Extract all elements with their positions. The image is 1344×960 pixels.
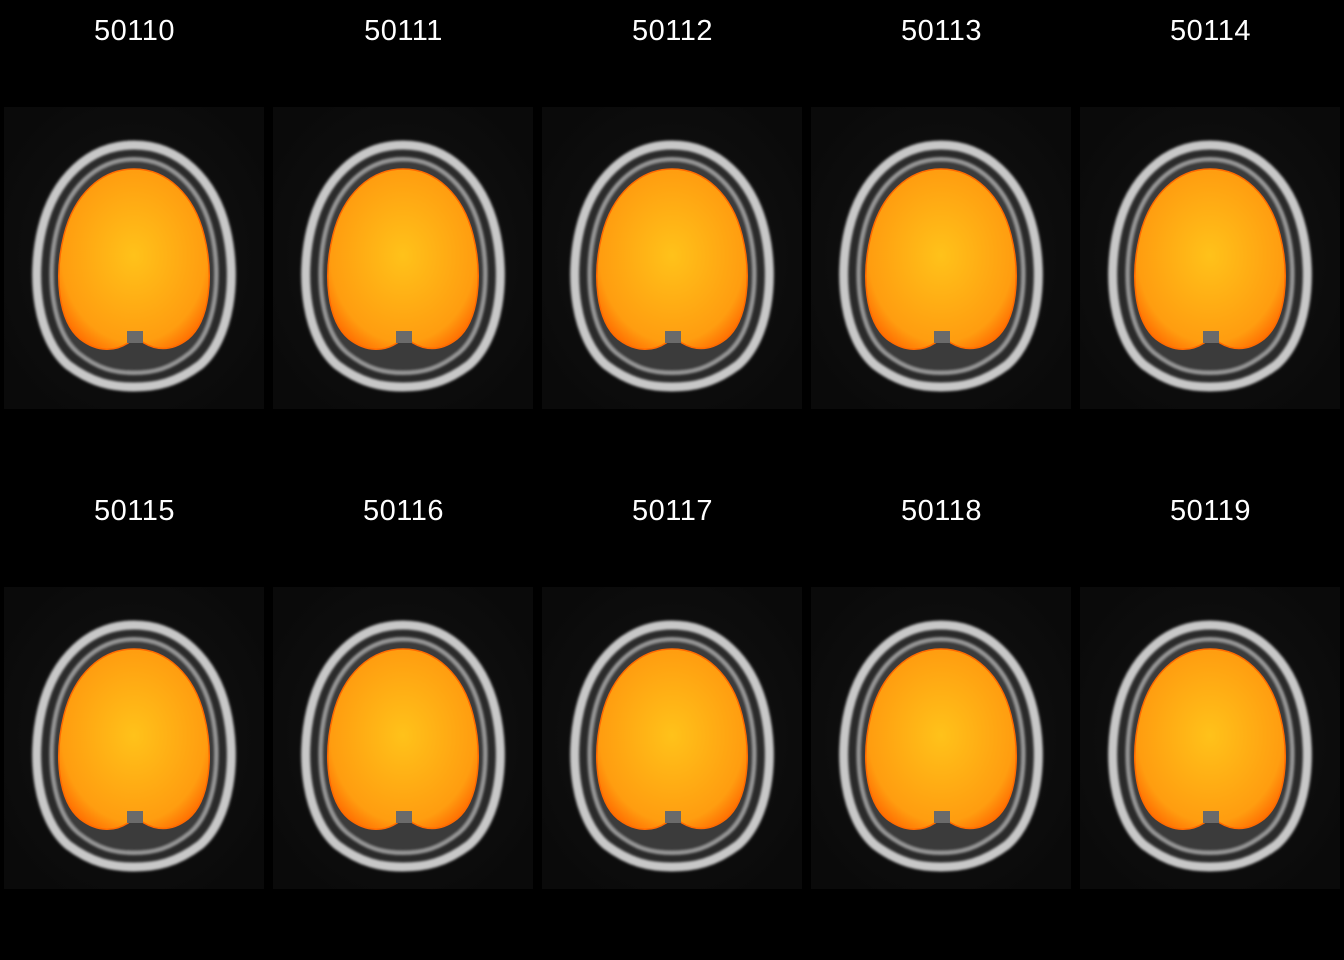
subject-label: 50114	[1170, 15, 1251, 47]
subject-label: 50119	[1170, 495, 1251, 527]
brain-slice-image	[811, 587, 1071, 889]
brain-slice-image	[1080, 587, 1340, 889]
brain-slice-image	[4, 587, 264, 889]
subject-label: 50118	[901, 495, 982, 527]
brain-slice-image	[542, 107, 802, 409]
brain-slice-image	[4, 107, 264, 409]
subject-label: 50117	[632, 495, 713, 527]
brain-slice-image	[273, 107, 533, 409]
subject-label: 50113	[901, 15, 982, 47]
subject-label: 50111	[364, 15, 443, 47]
subject-label: 50110	[94, 15, 175, 47]
brain-slice-image	[273, 587, 533, 889]
brain-slice-image	[1080, 107, 1340, 409]
subject-label: 50116	[363, 495, 444, 527]
subject-label: 50115	[94, 495, 175, 527]
brain-slice-image	[542, 587, 802, 889]
brain-slice-image	[811, 107, 1071, 409]
subject-label: 50112	[632, 15, 713, 47]
